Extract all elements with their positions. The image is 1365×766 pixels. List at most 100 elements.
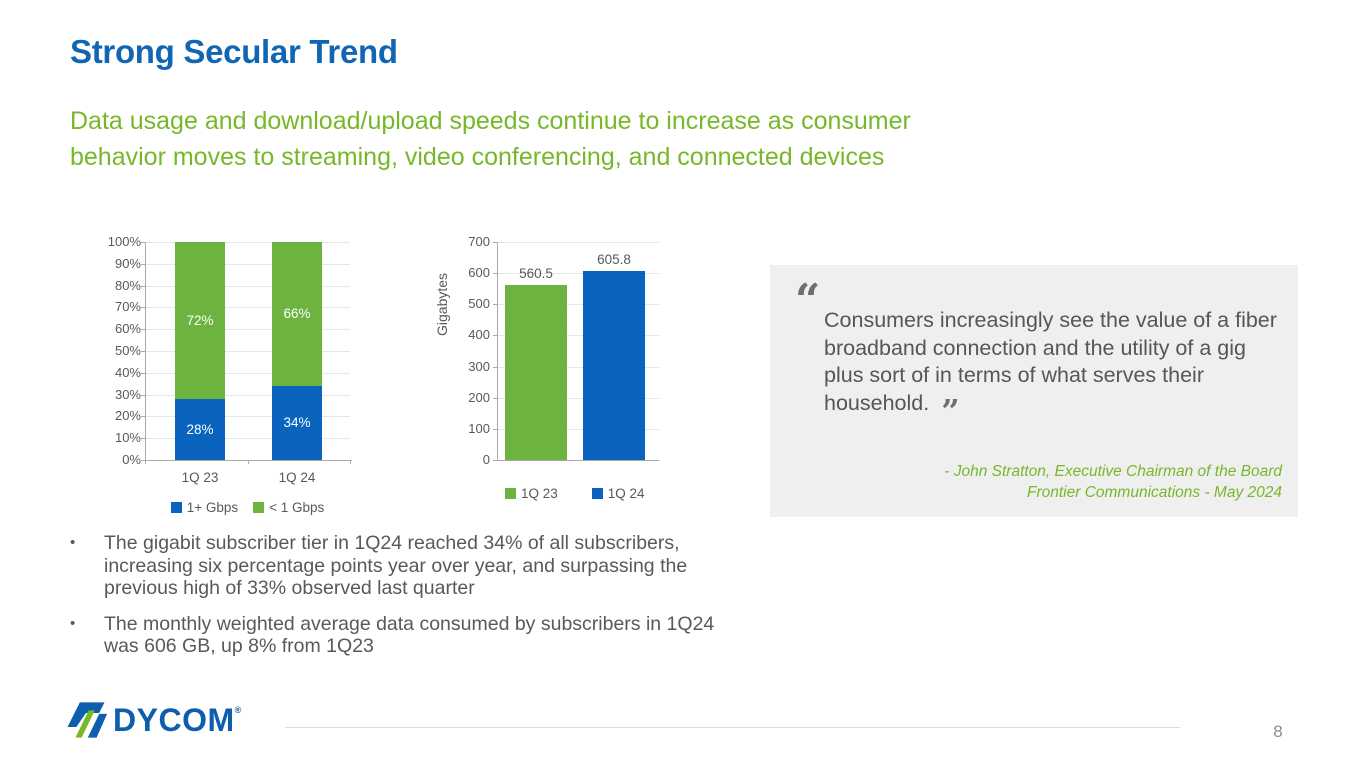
axis-tick bbox=[493, 335, 497, 337]
axis-tick bbox=[141, 394, 145, 396]
page-title: Strong Secular Trend bbox=[70, 33, 398, 70]
ytick-label: 70% bbox=[114, 299, 141, 315]
axis-tick bbox=[493, 242, 497, 243]
ytick-label: 0% bbox=[122, 452, 141, 467]
axis-tick bbox=[141, 307, 145, 309]
dycom-logo-icon bbox=[67, 702, 108, 738]
bar-1Q23 bbox=[505, 285, 567, 460]
axis-tick bbox=[141, 416, 145, 418]
axis-tick bbox=[141, 285, 145, 287]
bar-segment-1Gbps: 66% bbox=[272, 242, 322, 386]
dycom-logo: DYCOM® bbox=[62, 698, 242, 742]
axis-tick bbox=[493, 273, 497, 275]
legend-label: 1Q 24 bbox=[607, 486, 645, 501]
ytick-label: 100% bbox=[107, 234, 141, 249]
ytick-label: 700 bbox=[468, 234, 490, 249]
gridline bbox=[145, 394, 350, 396]
bar-segment-label: 34% bbox=[283, 415, 311, 431]
axis-tick bbox=[247, 460, 249, 464]
quote-text: Consumers increasingly see the value of … bbox=[824, 308, 1277, 430]
ytick-label: 200 bbox=[468, 389, 490, 405]
chart-legend: 1+ Gbps < 1 Gbps bbox=[145, 500, 350, 515]
ytick-label: 10% bbox=[114, 430, 141, 446]
gridline bbox=[145, 263, 350, 265]
bar-segment-label: 28% bbox=[186, 422, 214, 437]
axis-tick bbox=[350, 460, 351, 464]
ytick-label: 50% bbox=[114, 343, 141, 358]
ytick-label: 600 bbox=[468, 265, 490, 281]
gridline bbox=[145, 285, 350, 287]
legend-swatch bbox=[253, 502, 265, 513]
axis-tick bbox=[493, 366, 497, 368]
bar-chart-gigabytes: 700 600 500 400 300 200 100 0 Gigabytes 560.5 605.… bbox=[420, 234, 680, 528]
chart-legend: 1Q 23 1Q 24 bbox=[505, 486, 645, 501]
gridline bbox=[145, 372, 350, 374]
gridline bbox=[497, 397, 659, 399]
bar-segment-label: 66% bbox=[283, 306, 311, 322]
bullet-list: • The gigabit subscriber tier in 1Q24 re… bbox=[70, 532, 732, 671]
x-axis-line bbox=[145, 460, 352, 461]
y-axis-title: Gigabytes bbox=[434, 272, 450, 336]
bar-segment-label: 72% bbox=[186, 313, 214, 328]
bar-segment-1Gbps: 34% bbox=[272, 385, 322, 460]
bullet-item: • The gigabit subscriber tier in 1Q24 re… bbox=[70, 532, 732, 600]
bullet-marker: • bbox=[70, 614, 76, 632]
legend-item: 1Q 24 bbox=[591, 486, 645, 501]
quote-attribution: - John Stratton, Executive Chairman of t… bbox=[944, 461, 1282, 503]
axis-tick bbox=[493, 304, 497, 306]
ytick-label: 500 bbox=[468, 296, 490, 312]
legend-label: < 1 Gbps bbox=[269, 500, 325, 515]
page-subtitle: Data usage and download/upload speeds co… bbox=[70, 103, 911, 175]
gridline bbox=[497, 366, 659, 368]
ytick-label: 400 bbox=[468, 327, 490, 343]
gridline bbox=[145, 351, 350, 352]
registered-trademark-icon: ® bbox=[234, 704, 242, 715]
axis-tick bbox=[141, 329, 145, 331]
bar-value-label: 560.5 bbox=[519, 266, 553, 282]
legend-item: 1+ Gbps bbox=[170, 500, 238, 515]
gridline bbox=[145, 438, 350, 440]
ytick-label: 60% bbox=[114, 321, 141, 337]
axis-tick bbox=[141, 351, 145, 352]
y-axis-line bbox=[497, 242, 498, 460]
ytick-label: 300 bbox=[468, 358, 490, 374]
ytick-label: 30% bbox=[114, 386, 141, 402]
gridline bbox=[145, 416, 350, 418]
ytick-label: 80% bbox=[114, 277, 141, 293]
gridline bbox=[497, 273, 659, 275]
gridline bbox=[145, 329, 350, 331]
gridline bbox=[497, 304, 659, 306]
legend-label: 1Q 23 bbox=[521, 486, 558, 501]
ytick-label: 20% bbox=[114, 408, 141, 424]
category-label: 1Q 23 bbox=[181, 470, 219, 485]
bar-1Q24 bbox=[583, 271, 645, 460]
legend-item: < 1 Gbps bbox=[253, 500, 324, 515]
axis-tick bbox=[493, 428, 497, 430]
axis-tick bbox=[141, 372, 145, 374]
footer-divider bbox=[285, 727, 1180, 728]
gridline bbox=[497, 242, 659, 243]
bullet-item: • The monthly weighted average data cons… bbox=[70, 613, 732, 658]
stacked-bar-chart-subscriber-tiers: 100% 90% 80% 70% 60% 50% 40% 30% 20% 10% 0% 28% 72% 1… bbox=[105, 234, 375, 528]
legend-item: 1Q 23 bbox=[505, 486, 558, 501]
bar-segment-1Gbps: 72% bbox=[175, 242, 225, 399]
axis-tick bbox=[141, 438, 145, 440]
bullet-marker: • bbox=[70, 534, 76, 551]
subtitle-line-1: Data usage and download/upload speeds co… bbox=[70, 107, 911, 135]
attribution-line-1: - John Stratton, Executive Chairman of t… bbox=[944, 463, 1282, 480]
axis-tick bbox=[141, 460, 145, 461]
legend-swatch bbox=[505, 488, 516, 499]
category-label: 1Q 24 bbox=[278, 470, 316, 485]
gridline bbox=[497, 335, 659, 337]
axis-tick bbox=[141, 263, 145, 265]
legend-swatch bbox=[591, 488, 603, 499]
legend-swatch bbox=[170, 502, 182, 513]
ytick-label: 40% bbox=[114, 364, 141, 380]
open-quote-mark: “ bbox=[795, 275, 821, 326]
bullet-text-1: The gigabit subscriber tier in 1Q24 reac… bbox=[104, 532, 688, 599]
ytick-label: 100 bbox=[468, 420, 490, 436]
ytick-label: 90% bbox=[114, 255, 141, 271]
dycom-logo-text: DYCOM® bbox=[113, 701, 242, 738]
subtitle-line-2: behavior moves to streaming, video confe… bbox=[70, 143, 885, 171]
